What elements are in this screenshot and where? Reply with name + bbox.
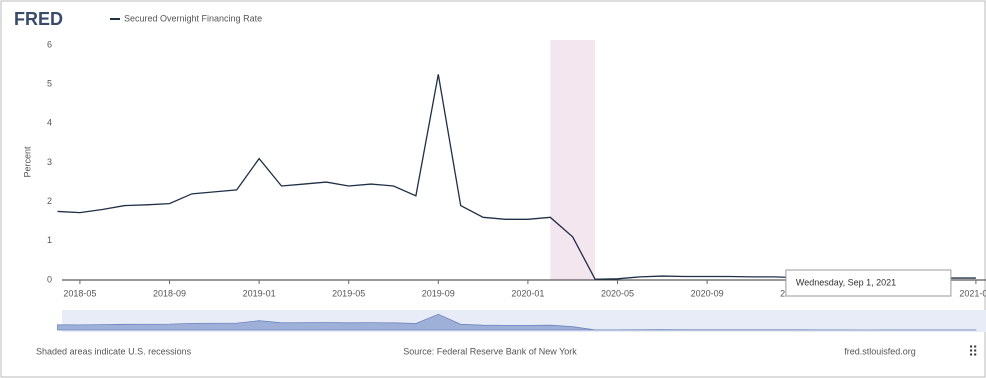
logo: FRED <box>14 9 63 29</box>
x-tick-label: 2020-01 <box>511 288 544 298</box>
y-tick-label: 0 <box>47 274 52 284</box>
x-tick-label: 2019-09 <box>422 288 455 298</box>
footer-source: Source: Federal Reserve Bank of New York <box>403 346 577 356</box>
menu-icon[interactable]: ⠿ <box>968 344 978 360</box>
y-tick-label: 4 <box>47 118 52 128</box>
x-tick-label: 2018-09 <box>153 288 186 298</box>
y-tick-label: 5 <box>47 79 52 89</box>
y-tick-label: 2 <box>47 196 52 206</box>
x-tick-label: 2018-05 <box>63 288 96 298</box>
recession-band <box>550 40 596 280</box>
y-axis-label: Percent <box>22 146 32 178</box>
y-tick-label: 6 <box>47 39 52 49</box>
footer-link[interactable]: fred.stlouisfed.org <box>844 346 916 356</box>
x-tick-label: 2020-09 <box>691 288 724 298</box>
x-tick-label: 2021-09 <box>959 288 986 298</box>
y-tick-label: 1 <box>47 235 52 245</box>
tooltip-text: Wednesday, Sep 1, 2021 <box>796 277 896 287</box>
footer-note: Shaded areas indicate U.S. recessions <box>36 346 192 356</box>
x-tick-label: 2020-05 <box>601 288 634 298</box>
tooltip-box <box>785 269 952 297</box>
y-tick-label: 3 <box>47 157 52 167</box>
legend-entry: Secured Overnight Financing Rate <box>124 13 262 23</box>
x-tick-label: 2019-01 <box>243 288 276 298</box>
x-tick-label: 2019-05 <box>332 288 365 298</box>
navigator-area <box>57 313 977 331</box>
